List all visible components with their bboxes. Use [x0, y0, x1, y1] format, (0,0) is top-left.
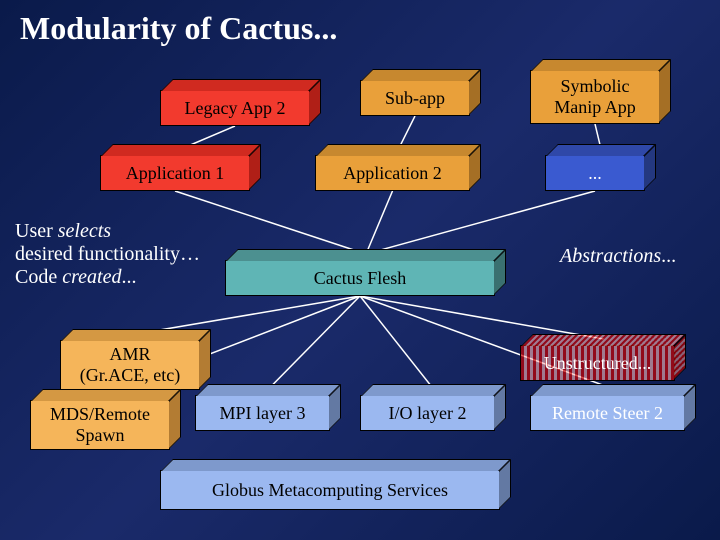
box-subapp: Sub-app	[360, 80, 470, 116]
diagram-stage: Legacy App 2 Sub-app SymbolicManip App Appl…	[0, 50, 720, 540]
box-mpi: MPI layer 3	[195, 395, 330, 431]
annotation-abstract: Abstractions...	[560, 245, 676, 268]
box-io-label: I/O layer 2	[389, 403, 467, 424]
box-mds-label: MDS/RemoteSpawn	[50, 404, 150, 446]
box-unstruct-label: Unstructured...	[544, 353, 651, 374]
box-io: I/O layer 2	[360, 395, 495, 431]
box-steer: Remote Steer 2	[530, 395, 685, 431]
box-legacy: Legacy App 2	[160, 90, 310, 126]
box-flesh: Cactus Flesh	[225, 260, 495, 296]
box-mpi-label: MPI layer 3	[220, 403, 306, 424]
box-app2-label: Application 2	[343, 163, 441, 184]
box-app2: Application 2	[315, 155, 470, 191]
box-unstruct: Unstructured...	[520, 345, 675, 381]
box-amr: AMR(Gr.ACE, etc)	[60, 340, 200, 390]
page-title: Modularity of Cactus...	[0, 0, 720, 47]
box-dots-label: ...	[588, 163, 602, 184]
box-subapp-label: Sub-app	[385, 88, 445, 109]
box-mds: MDS/RemoteSpawn	[30, 400, 170, 450]
box-globus: Globus Metacomputing Services	[160, 470, 500, 510]
box-steer-label: Remote Steer 2	[552, 403, 663, 424]
box-symbolic-label: SymbolicManip App	[554, 76, 636, 118]
box-symbolic: SymbolicManip App	[530, 70, 660, 124]
annotation-user: User selectsdesired functionality…Code c…	[15, 220, 200, 289]
box-globus-label: Globus Metacomputing Services	[212, 480, 448, 501]
box-flesh-label: Cactus Flesh	[314, 268, 407, 289]
box-legacy-label: Legacy App 2	[185, 98, 286, 119]
box-app1-label: Application 1	[126, 163, 224, 184]
box-amr-label: AMR(Gr.ACE, etc)	[80, 344, 180, 386]
box-app1: Application 1	[100, 155, 250, 191]
box-dots: ...	[545, 155, 645, 191]
